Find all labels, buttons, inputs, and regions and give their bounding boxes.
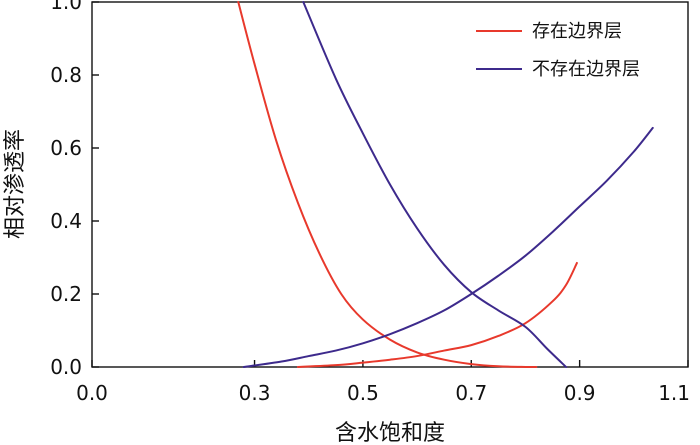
legend-label-series-2: 不存在边界层 bbox=[532, 59, 640, 80]
y-tick-label: 0.2 bbox=[50, 282, 82, 306]
x-axis-title: 含水饱和度 bbox=[335, 421, 445, 445]
y-axis-title: 相对渗透率 bbox=[3, 129, 28, 239]
legend-label-series-1: 存在边界层 bbox=[532, 21, 622, 42]
x-tick-label: 0.5 bbox=[347, 381, 379, 405]
series-1-line-1 bbox=[237, 1, 538, 369]
x-tick-label: 0.7 bbox=[455, 381, 487, 405]
y-tick-label: 0.8 bbox=[50, 63, 82, 87]
series-1-line-2 bbox=[296, 261, 578, 368]
y-tick-label: 0.0 bbox=[50, 355, 82, 379]
y-tick-label: 0.4 bbox=[50, 209, 82, 233]
legend: 存在边界层 不存在边界层 bbox=[476, 21, 640, 80]
y-tick-label: 0.6 bbox=[50, 136, 82, 160]
x-tick-label: 1.1 bbox=[658, 381, 690, 405]
x-tick-label: 0.3 bbox=[239, 381, 271, 405]
series-2-line-2 bbox=[242, 126, 654, 368]
plot-frame bbox=[91, 1, 689, 368]
x-tick-label: 0.0 bbox=[76, 381, 108, 405]
series-2-line-1 bbox=[302, 1, 568, 368]
y-tick-label: 1.0 bbox=[50, 0, 82, 14]
x-tick-label: 0.9 bbox=[564, 381, 596, 405]
